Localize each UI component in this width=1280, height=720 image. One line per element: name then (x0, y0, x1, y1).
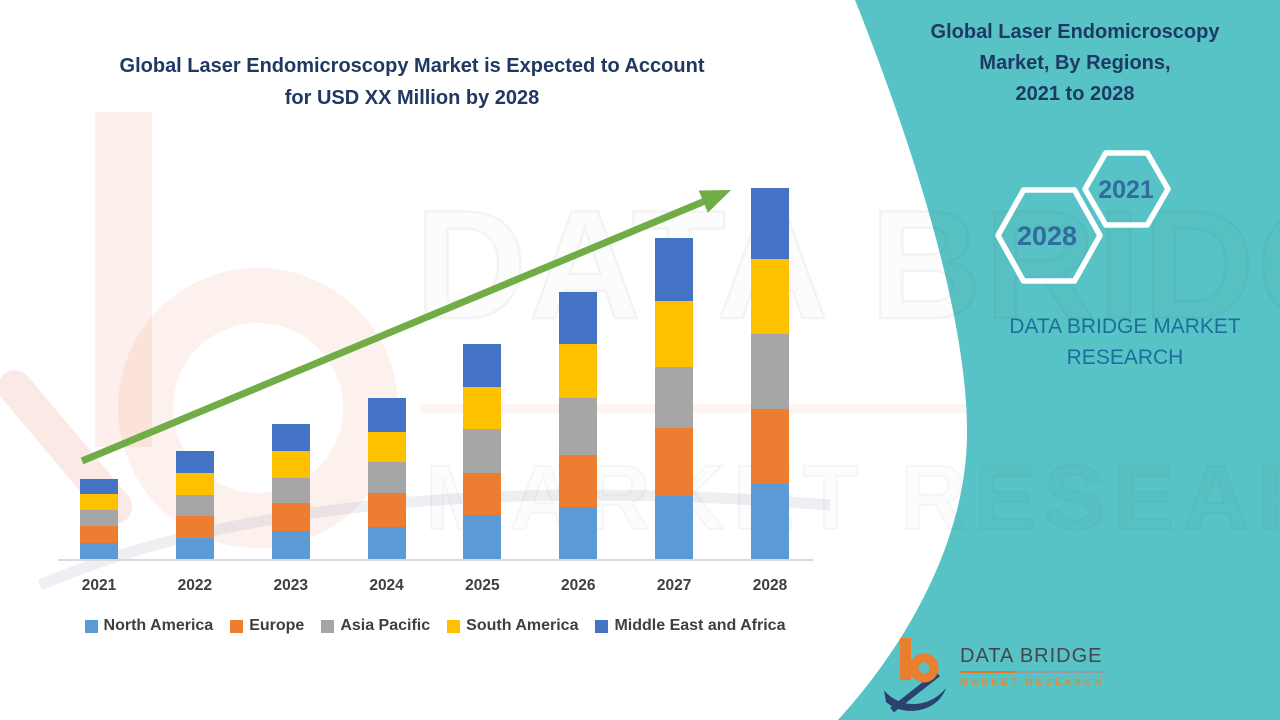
stacked-bar-2025 (463, 343, 502, 559)
footer-logo: DATA BRIDGE MARKET RESEARCH (884, 634, 1124, 716)
data-bridge-logo-icon (884, 638, 946, 713)
footer-logo-name: DATA BRIDGE (960, 645, 1103, 667)
side-panel-title-line2: Market, By Regions, (979, 52, 1171, 74)
x-axis-label-2023: 2023 (273, 577, 308, 594)
bar-segment-south-america (750, 258, 789, 335)
x-axis-label-2028: 2028 (752, 577, 788, 594)
side-panel-title: Global Laser Endomicroscopy Market, By R… (920, 17, 1230, 110)
footer-logo-subtitle: MARKET RESEARCH (960, 677, 1105, 688)
bar-segment-europe (463, 472, 502, 515)
legend-item-europe: Europe (230, 617, 304, 635)
legend-item-south-america: South America (447, 617, 578, 635)
bar-segment-north-america (750, 484, 789, 559)
legend-item-north-america: North America (84, 617, 214, 635)
brand-wordmark-line1: DATA BRIDGE MARKET (1009, 315, 1241, 338)
chart-title-line2: for USD XX Million by 2028 (284, 87, 540, 109)
legend-label: North America (103, 617, 214, 634)
x-axis-label-2021: 2021 (81, 577, 117, 594)
bar-segment-middle-east-and-africa (271, 424, 310, 452)
legend-label: Europe (249, 617, 305, 634)
legend-label: Asia Pacific (340, 617, 431, 634)
stacked-bar-2021 (80, 479, 118, 559)
bar-segment-europe (750, 409, 789, 485)
stacked-bar-2024 (367, 397, 406, 559)
bar-segment-asia-pacific (655, 366, 694, 429)
bar-segment-south-america (80, 494, 118, 511)
bar-segment-europe (175, 515, 214, 539)
bar-segment-middle-east-and-africa (367, 397, 406, 433)
bar-segment-south-america (655, 301, 694, 367)
x-axis-label-2025: 2025 (465, 577, 500, 594)
legend-label: Middle East and Africa (614, 617, 786, 634)
bar-segment-south-america (175, 472, 214, 495)
bar-segment-asia-pacific (559, 398, 598, 456)
legend-item-asia-pacific: Asia Pacific (321, 617, 430, 635)
stacked-bar-2026 (559, 291, 598, 559)
legend-swatch (447, 619, 461, 633)
bar-segment-middle-east-and-africa (750, 188, 789, 259)
legend-swatch (321, 619, 335, 633)
bar-segment-europe (271, 502, 310, 532)
bar-segment-asia-pacific (367, 462, 406, 493)
hexagon-badge-2021-label: 2021 (1098, 176, 1154, 204)
bar-segment-asia-pacific (80, 510, 118, 526)
footer-logo-rule (960, 671, 1105, 673)
bar-segment-middle-east-and-africa (175, 451, 214, 473)
hexagon-badge-2028-label: 2028 (1017, 221, 1077, 251)
bar-segment-north-america (80, 543, 118, 559)
hexagon-badge-2028: 2028 (995, 187, 1103, 284)
brand-wordmark: DATA BRIDGE MARKET RESEARCH (965, 311, 1280, 373)
x-axis-label-2026: 2026 (561, 577, 596, 594)
legend-swatch (84, 619, 98, 633)
x-axis-label-2027: 2027 (656, 577, 692, 594)
bar-segment-asia-pacific (175, 494, 214, 516)
bar-segment-europe (367, 492, 406, 528)
bar-segment-north-america (175, 538, 214, 559)
x-axis-line (58, 559, 813, 561)
bar-segment-north-america (655, 495, 694, 559)
bar-segment-south-america (367, 432, 406, 463)
stacked-bar-2022 (175, 451, 214, 559)
bar-segment-middle-east-and-africa (655, 238, 694, 302)
chart-title: Global Laser Endomicroscopy Market is Ex… (0, 50, 824, 114)
bar-segment-south-america (463, 387, 502, 429)
bar-segment-europe (559, 455, 598, 507)
stacked-bar-2023 (271, 424, 310, 559)
bar-segment-europe (655, 428, 694, 496)
legend-item-middle-east-and-africa: Middle East and Africa (595, 617, 785, 635)
hexagon-badge-2021: 2021 (1082, 150, 1171, 228)
bar-segment-south-america (271, 451, 310, 479)
chart-title-line1: Global Laser Endomicroscopy Market is Ex… (119, 55, 705, 77)
chart-legend: North America Europe Asia Pacific South Ame… (40, 617, 830, 635)
side-panel-title-line1: Global Laser Endomicroscopy (930, 21, 1220, 43)
bar-segment-north-america (559, 506, 598, 559)
footer-logo-text: DATA BRIDGE MARKET RESEARCH (960, 645, 1105, 688)
bar-segment-middle-east-and-africa (463, 343, 502, 388)
bar-segment-asia-pacific (271, 478, 310, 503)
legend-swatch (595, 619, 609, 633)
brand-wordmark-line2: RESEARCH (1066, 346, 1184, 369)
bar-segment-asia-pacific (750, 334, 789, 410)
bar-segment-europe (80, 525, 118, 544)
stacked-bar-2027 (655, 238, 694, 559)
side-panel-title-line3: 2021 to 2028 (1015, 83, 1135, 105)
bar-segment-south-america (559, 344, 598, 399)
bar-segment-middle-east-and-africa (559, 291, 598, 345)
bar-segment-north-america (463, 514, 502, 559)
stacked-bar-chart: 2021 2022 2023 2024 2025 2026 2027 2028 (58, 188, 813, 594)
bar-segment-asia-pacific (463, 428, 502, 473)
legend-label: South America (466, 617, 579, 634)
bar-segment-middle-east-and-africa (80, 479, 118, 495)
legend-swatch (230, 619, 244, 633)
bar-segment-north-america (271, 531, 310, 559)
bar-segment-north-america (367, 527, 406, 559)
x-axis-label-2024: 2024 (369, 577, 404, 594)
stacked-bar-2028 (750, 188, 789, 559)
x-axis-label-2022: 2022 (177, 577, 213, 594)
